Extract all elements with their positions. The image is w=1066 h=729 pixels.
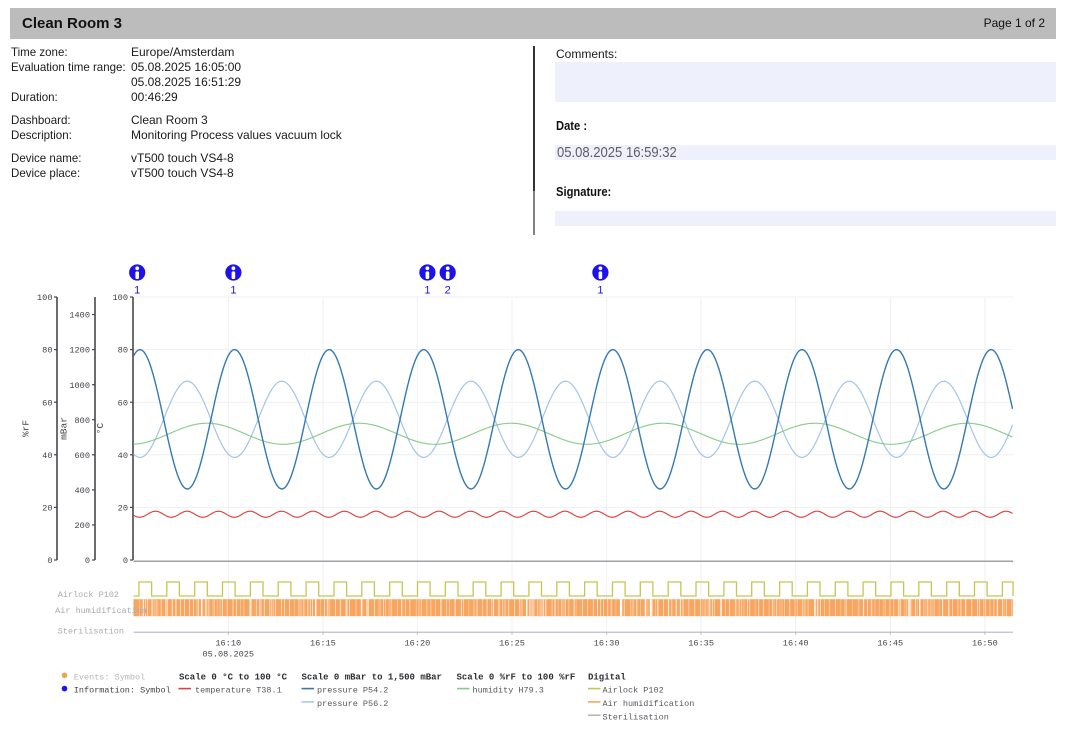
svg-text:16:30: 16:30 [594,638,620,648]
svg-text:Air humidification: Air humidification [603,699,695,709]
svg-text:Sterilisation: Sterilisation [603,712,669,722]
svg-text:Digital: Digital [588,672,626,682]
svg-text:1000: 1000 [69,381,90,391]
svg-text:°C: °C [95,423,106,435]
svg-text:1: 1 [230,285,236,297]
svg-text:mBar: mBar [59,417,70,440]
svg-text:Air humidification: Air humidification [55,606,147,616]
svg-text:pressure P56.2: pressure P56.2 [317,699,388,709]
svg-text:80: 80 [118,346,128,356]
svg-text:16:25: 16:25 [499,638,525,648]
svg-text:1: 1 [134,285,140,297]
svg-text:pressure P54.2: pressure P54.2 [317,686,388,696]
svg-text:humidity H79.3: humidity H79.3 [473,686,544,696]
svg-text:16:50: 16:50 [972,638,998,648]
svg-text:Scale 0 %rF to 100 %rF: Scale 0 %rF to 100 %rF [457,672,576,682]
svg-text:1: 1 [424,285,430,297]
svg-text:16:45: 16:45 [877,638,903,648]
svg-text:16:35: 16:35 [688,638,714,648]
svg-text:800: 800 [75,416,90,426]
svg-text:40: 40 [42,451,52,461]
svg-text:1: 1 [597,285,603,297]
svg-text:16:10: 16:10 [215,638,241,648]
svg-text:60: 60 [118,398,128,408]
svg-text:Airlock P102: Airlock P102 [58,590,119,600]
svg-text:200: 200 [75,521,90,531]
svg-text:05.08.2025: 05.08.2025 [203,650,255,660]
svg-text:100: 100 [37,293,52,303]
svg-text:1200: 1200 [69,346,90,356]
svg-text:0: 0 [47,556,52,566]
svg-text:60: 60 [42,398,52,408]
svg-text:0: 0 [123,556,128,566]
svg-text:0: 0 [85,556,90,566]
svg-text:temperature T38.1: temperature T38.1 [195,686,282,696]
svg-text:400: 400 [75,486,90,496]
svg-text:Events: Symbol: Events: Symbol [74,672,145,682]
svg-text:Scale 0 °C to 100 °C: Scale 0 °C to 100 °C [179,672,288,682]
svg-text:Airlock P102: Airlock P102 [603,686,664,696]
svg-text:20: 20 [118,504,128,514]
svg-text:40: 40 [118,451,128,461]
svg-text:80: 80 [42,346,52,356]
svg-text:16:20: 16:20 [405,638,431,648]
svg-text:100: 100 [113,293,128,303]
svg-text:1400: 1400 [69,311,90,321]
svg-text:20: 20 [42,504,52,514]
svg-text:600: 600 [75,451,90,461]
svg-text:Sterilisation: Sterilisation [58,627,124,637]
svg-text:Information: Symbol: Information: Symbol [74,686,171,696]
svg-text:16:40: 16:40 [783,638,809,648]
svg-text:%rF: %rF [21,420,32,437]
svg-text:Scale 0 mBar to 1,500 mBar: Scale 0 mBar to 1,500 mBar [302,672,442,682]
svg-text:16:15: 16:15 [310,638,336,648]
svg-text:2: 2 [445,285,451,297]
